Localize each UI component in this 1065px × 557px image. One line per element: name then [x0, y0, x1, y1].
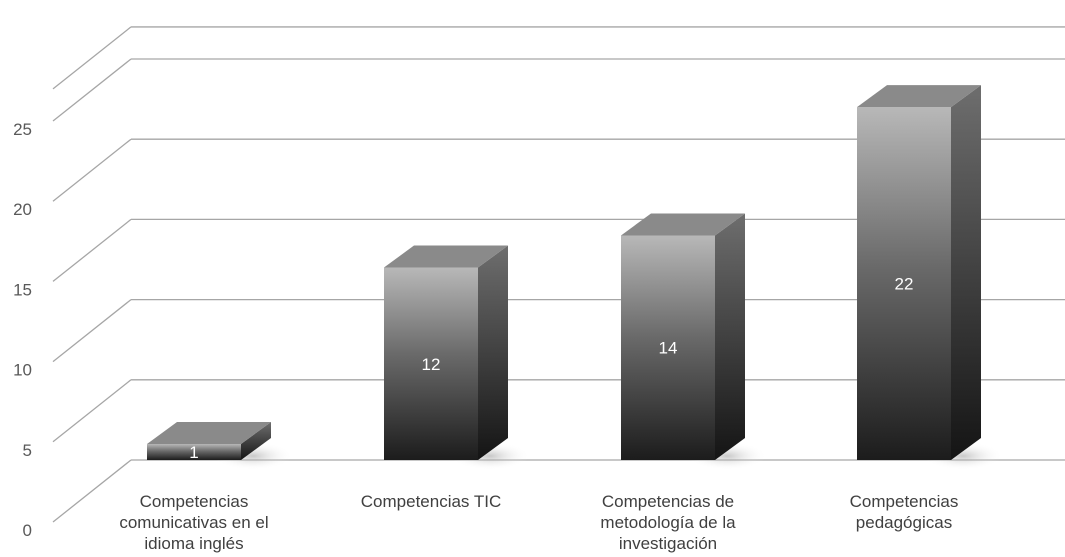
y-tick-label: 25 — [13, 120, 32, 139]
bar: 1 — [147, 421, 293, 470]
gridline-depth — [52, 58, 132, 122]
category-label-line: Competencias — [850, 492, 959, 511]
category-label-line: idioma inglés — [144, 534, 243, 553]
bar: 12 — [384, 245, 530, 470]
data-label: 1 — [189, 443, 198, 462]
bar-top — [857, 85, 981, 108]
category-label: Competencias comunicativas en el idioma in… — [119, 492, 268, 553]
bar-top — [147, 421, 271, 444]
gridline-depth — [52, 299, 132, 363]
bar-front — [857, 107, 951, 461]
category-label-line: Competencias TIC — [361, 492, 501, 511]
y-tick-label: 0 — [23, 521, 32, 540]
gridline-depth — [52, 459, 132, 523]
category-label-line: Competencias de — [602, 492, 734, 511]
category-label-line: Competencias — [140, 492, 249, 511]
data-label: 12 — [422, 355, 441, 374]
bar-side — [478, 245, 508, 460]
category-label-line: pedagógicas — [856, 513, 952, 532]
data-label: 14 — [659, 339, 678, 358]
bar: 14 — [621, 213, 767, 470]
y-tick-label: 20 — [13, 200, 32, 219]
category-label: Competencias pedagógicas — [850, 492, 959, 532]
bar-top — [621, 213, 745, 236]
category-label: Competencias de metodología de la investig… — [600, 492, 736, 553]
bar: 22 — [857, 85, 1003, 470]
gridline-depth — [52, 138, 132, 202]
bar-side — [715, 213, 745, 460]
bar-side — [241, 421, 271, 460]
bar-front — [147, 443, 241, 460]
category-label-line: metodología de la — [600, 513, 736, 532]
grid-layer — [52, 26, 1065, 523]
y-tick-label: 10 — [13, 361, 32, 380]
x-axis: Competencias comunicativas en el idioma in… — [119, 492, 958, 553]
y-axis: 0 5 10 15 20 25 — [13, 120, 32, 540]
bar-side — [951, 85, 981, 461]
bar-top — [384, 245, 508, 268]
data-label: 22 — [895, 275, 914, 294]
gridline-depth — [52, 26, 132, 90]
bar-front — [621, 235, 715, 460]
category-label: Competencias TIC — [361, 492, 501, 511]
gridline-depth — [52, 379, 132, 443]
gridline-depth — [52, 218, 132, 282]
category-label-line: comunicativas en el — [119, 513, 268, 532]
category-label-line: investigación — [619, 534, 717, 553]
bars: 1 12 14 22 — [147, 85, 1003, 470]
y-tick-label: 5 — [23, 441, 32, 460]
y-tick-label: 15 — [13, 280, 32, 299]
bar-front — [384, 267, 478, 460]
